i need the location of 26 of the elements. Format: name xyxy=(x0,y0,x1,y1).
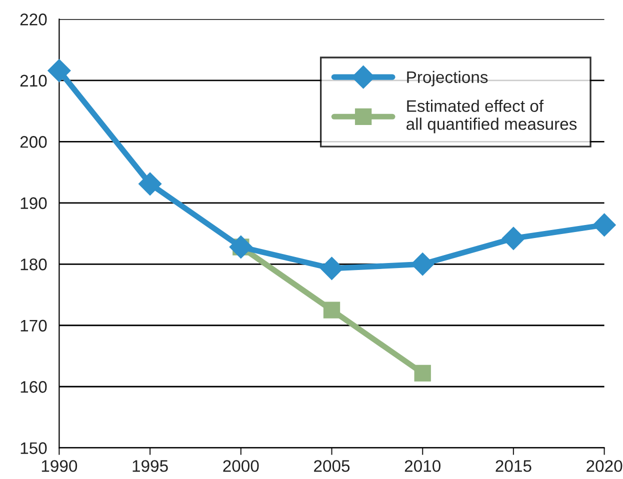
x-tick-label: 2015 xyxy=(496,460,532,472)
x-tick-label: 2005 xyxy=(314,460,350,472)
x-tick-label: 2010 xyxy=(404,460,440,472)
point xyxy=(138,172,162,196)
y-tick-label: 170 xyxy=(20,320,47,332)
x-tick-label: 1995 xyxy=(132,460,168,472)
y-tick-label: 150 xyxy=(20,442,47,454)
y-tick-label: 180 xyxy=(20,258,47,270)
y-tick-label: 220 xyxy=(20,14,47,26)
x-tick-label: 2020 xyxy=(586,460,622,472)
y-tick-label: 210 xyxy=(20,74,47,87)
point xyxy=(323,302,340,318)
legend-label: Projections xyxy=(407,70,488,86)
x-tick-label: 1990 xyxy=(42,460,78,472)
y-tick-label: 190 xyxy=(20,197,47,210)
legend-label: Estimated effect of all quantified measures xyxy=(406,100,577,134)
point xyxy=(229,235,252,258)
x-tick-label: 2000 xyxy=(223,460,259,472)
point xyxy=(320,256,344,280)
point xyxy=(411,252,434,276)
point xyxy=(502,226,525,250)
y-tick-label: 160 xyxy=(20,381,47,393)
point xyxy=(48,59,71,82)
y-tick-label: 200 xyxy=(20,136,47,148)
point xyxy=(414,364,431,382)
point xyxy=(592,213,616,236)
